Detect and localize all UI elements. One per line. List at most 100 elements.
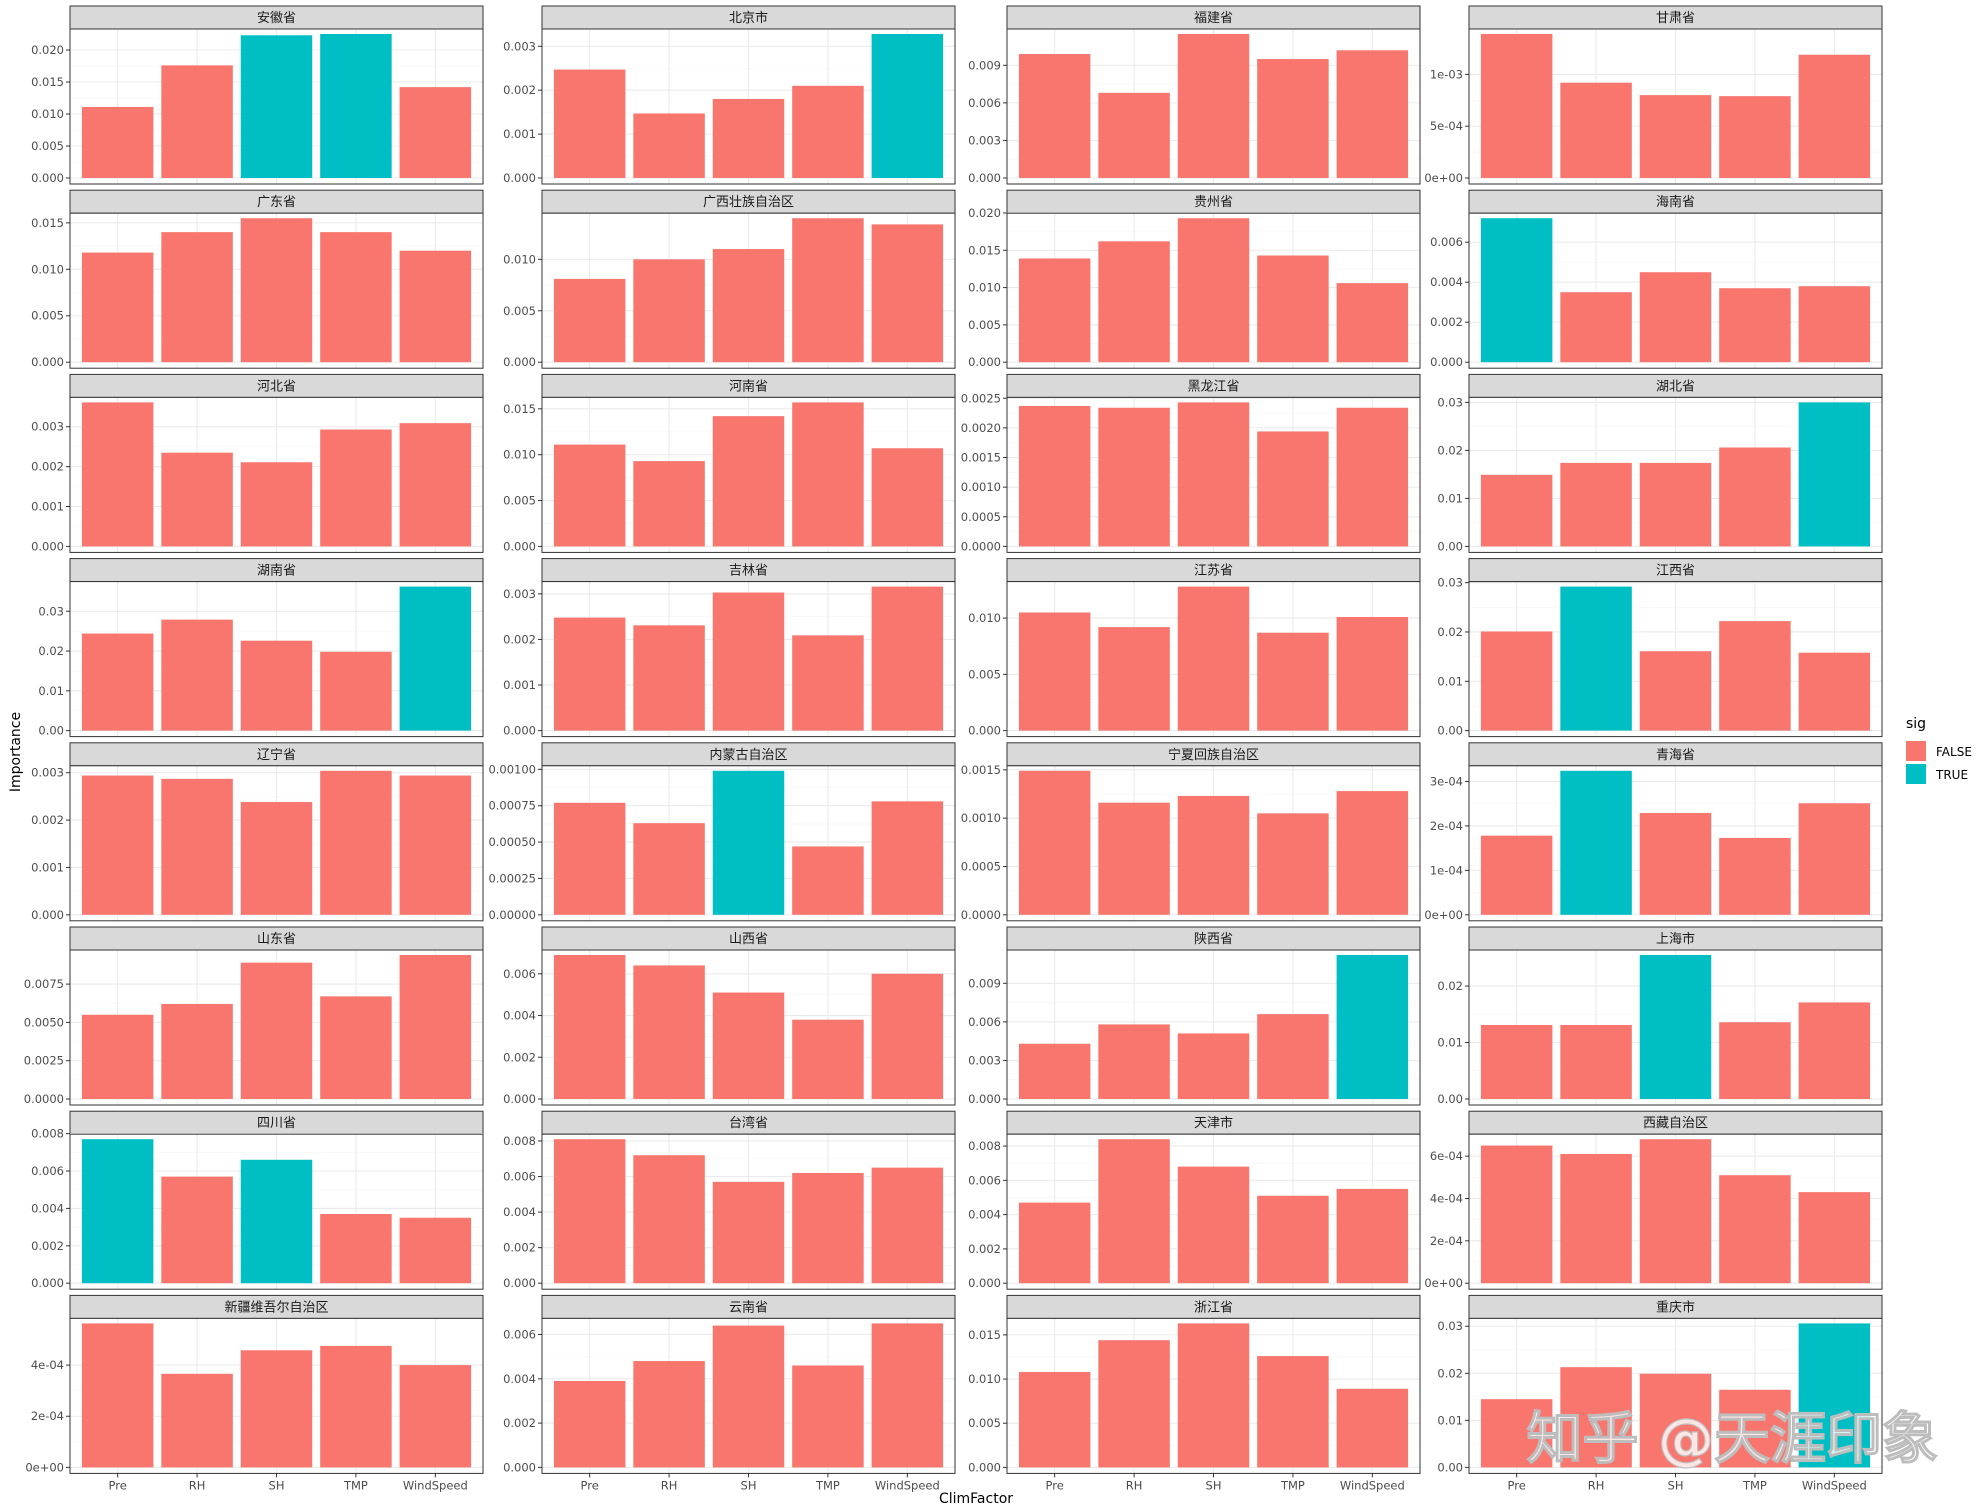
facet-strip-label: 四川省 <box>257 1116 296 1131</box>
facet-strip-label: 安徽省 <box>257 11 296 26</box>
bar-tmp <box>792 635 864 731</box>
y-tick-label: 0.000 <box>31 171 64 185</box>
bar-pre <box>553 69 626 178</box>
bar-tmp <box>1719 1022 1791 1099</box>
bar-tmp <box>1257 59 1329 178</box>
facet-strip-label: 内蒙古自治区 <box>709 747 787 763</box>
bar-pre <box>1480 1145 1553 1284</box>
y-tick-label: 0.006 <box>968 1173 1001 1187</box>
y-tick-label: 0.03 <box>1437 1319 1463 1333</box>
bar-rh <box>1098 802 1170 915</box>
bar-tmp <box>792 1172 864 1284</box>
y-tick-label: 0.006 <box>503 967 536 981</box>
y-tick-label: 0.015 <box>968 1328 1001 1342</box>
y-tick-label: 0.000 <box>968 1460 1001 1474</box>
bar-tmp <box>320 429 392 547</box>
panel-border <box>541 949 956 1106</box>
y-tick-label: 0.002 <box>31 1239 64 1253</box>
bar-sh <box>712 98 785 178</box>
bar-windspeed <box>1336 955 1409 1099</box>
x-tick-label: Pre <box>581 1478 599 1492</box>
y-tick-label: 0.002 <box>503 632 536 646</box>
y-tick-label: 0.004 <box>31 1201 64 1215</box>
bar-sh <box>240 1159 313 1284</box>
y-tick-label: 0.015 <box>31 216 64 230</box>
bar-rh <box>1098 1024 1170 1099</box>
bar-windspeed <box>871 224 944 363</box>
bar-pre <box>1018 770 1091 915</box>
bar-pre <box>1480 835 1553 915</box>
facet-strip-label: 广东省 <box>257 195 296 210</box>
y-tick-label: 0.006 <box>31 1164 64 1178</box>
bar-tmp <box>1257 1356 1329 1468</box>
bar-tmp <box>1257 1014 1329 1099</box>
y-tick-label: 0e+00 <box>25 1460 64 1474</box>
y-tick-label: 0e+00 <box>1424 171 1463 185</box>
panel-border <box>1468 1133 1883 1290</box>
y-tick-label: 0.0010 <box>961 811 1001 825</box>
y-tick-label: 0.02 <box>38 644 64 658</box>
x-tick-label: RH <box>661 1478 678 1492</box>
facet-panel: 广西壮族自治区 0.000 0.005 0.010 <box>503 189 956 369</box>
bar-windspeed <box>871 1167 944 1284</box>
facet-panel: 贵州省 0.000 0.005 0.010 0.015 0.020 <box>968 189 1421 369</box>
bar-pre <box>1480 34 1553 178</box>
bar-tmp <box>1257 632 1329 731</box>
bar-tmp <box>792 846 864 915</box>
bar-pre <box>1480 1399 1553 1468</box>
y-tick-label: 0.0050 <box>24 1015 64 1029</box>
y-tick-label: 0.001 <box>31 860 64 874</box>
bar-sh <box>712 249 785 363</box>
bar-pre <box>81 1139 154 1284</box>
facet-panel: 河南省 0.000 0.005 0.010 0.015 <box>503 373 956 553</box>
bar-sh <box>240 962 313 1099</box>
y-tick-label: 0.015 <box>968 243 1001 257</box>
panel-border <box>1468 28 1883 185</box>
bar-rh <box>1098 407 1170 547</box>
y-tick-label: 0.004 <box>503 1009 536 1023</box>
y-tick-label: 0.001 <box>503 127 536 141</box>
bar-windspeed <box>399 1365 472 1468</box>
panel-border <box>1468 212 1883 369</box>
y-tick-label: 0.01 <box>1437 674 1463 688</box>
bar-tmp <box>1257 1195 1329 1284</box>
facet-strip-label: 上海市 <box>1656 931 1695 947</box>
facet-panel: 上海市 0.00 0.01 0.02 <box>1437 926 1883 1106</box>
facet-strip-label: 西藏自治区 <box>1643 1116 1708 1131</box>
facet-strip-label: 河南省 <box>729 378 768 394</box>
bar-rh <box>161 452 233 547</box>
y-tick-label: 0.0015 <box>961 763 1001 777</box>
y-tick-label: 0.003 <box>968 1053 1001 1067</box>
x-tick-label: SH <box>741 1478 757 1492</box>
bar-windspeed <box>1336 50 1409 178</box>
panel-border <box>1468 581 1883 738</box>
y-tick-label: 0.00000 <box>488 908 536 922</box>
bar-tmp <box>320 232 392 363</box>
y-tick-label: 0.010 <box>503 448 536 462</box>
panel-border <box>1006 949 1421 1106</box>
panel-border <box>1006 1133 1421 1290</box>
panel-border <box>69 396 484 553</box>
bar-sh <box>1177 586 1250 731</box>
y-tick-label: 0.001 <box>31 500 64 514</box>
bar-pre <box>1018 405 1091 547</box>
y-tick-label: 0.00 <box>1437 1460 1463 1474</box>
y-tick-label: 0.002 <box>503 1416 536 1430</box>
facet-strip-label: 浙江省 <box>1194 1300 1233 1315</box>
bar-tmp <box>1719 288 1791 363</box>
bar-tmp <box>1257 431 1329 547</box>
y-tick-label: 0.000 <box>503 724 536 738</box>
y-tick-label: 0.003 <box>31 420 64 434</box>
bar-rh <box>1560 462 1632 547</box>
y-tick-label: 0.01 <box>38 684 64 698</box>
y-tick-label: 0.0020 <box>961 421 1001 435</box>
bar-tmp <box>320 1214 392 1284</box>
bar-pre <box>553 1381 626 1468</box>
bar-windspeed <box>1336 791 1409 915</box>
y-tick-label: 0.03 <box>38 604 64 618</box>
bar-rh <box>161 232 233 363</box>
bar-pre <box>81 402 154 547</box>
y-tick-label: 0.010 <box>503 252 536 266</box>
bar-rh <box>633 259 705 363</box>
facet-strip-label: 山东省 <box>257 932 296 947</box>
